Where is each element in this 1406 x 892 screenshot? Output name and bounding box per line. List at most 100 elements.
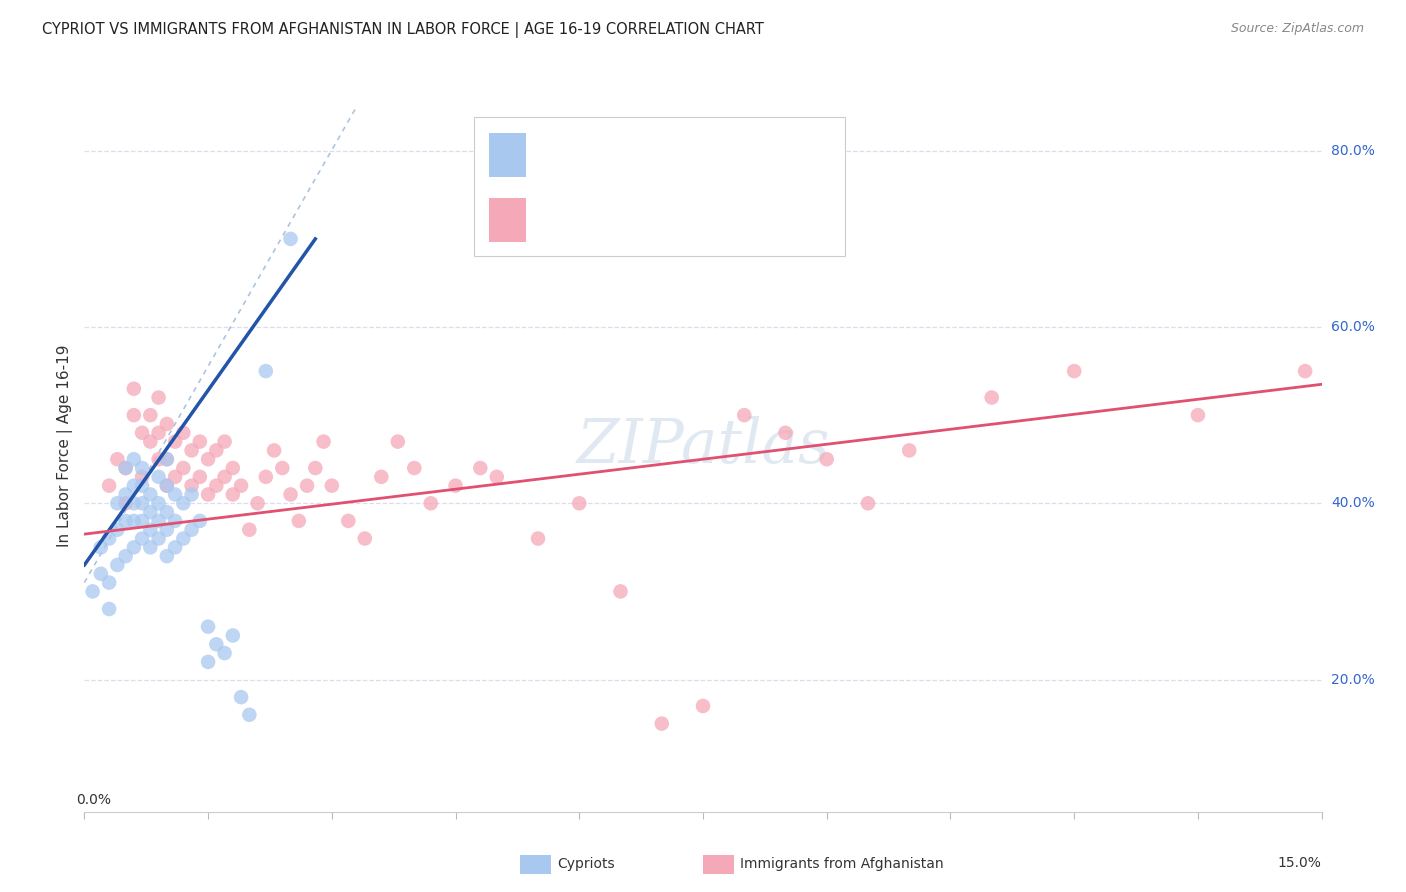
Point xyxy=(197,655,219,669)
Point xyxy=(568,496,591,510)
Point xyxy=(172,425,194,440)
Point xyxy=(419,496,441,510)
Point xyxy=(122,452,145,467)
Point xyxy=(114,461,136,475)
Point xyxy=(609,584,631,599)
Point xyxy=(254,470,277,484)
Point xyxy=(353,532,375,546)
Point xyxy=(733,408,755,422)
Point xyxy=(139,505,162,519)
Point xyxy=(1063,364,1085,378)
Point xyxy=(156,417,179,431)
Point xyxy=(214,470,236,484)
Text: 0.236: 0.236 xyxy=(588,211,641,229)
Text: ZIPatlas: ZIPatlas xyxy=(576,416,830,476)
Point xyxy=(148,514,170,528)
Text: N =: N = xyxy=(637,211,690,229)
Point xyxy=(131,532,153,546)
Text: 53: 53 xyxy=(709,145,733,163)
Point xyxy=(188,434,211,449)
Text: 20.0%: 20.0% xyxy=(1331,673,1375,687)
Text: R =: R = xyxy=(541,145,576,163)
Point xyxy=(1294,364,1316,378)
Text: 0.0%: 0.0% xyxy=(76,794,111,807)
Point xyxy=(105,496,128,510)
Point xyxy=(205,478,228,492)
Point xyxy=(148,452,170,467)
Point xyxy=(122,408,145,422)
Point xyxy=(156,505,179,519)
Point xyxy=(485,470,508,484)
Point xyxy=(172,532,194,546)
Point xyxy=(238,707,260,722)
Point xyxy=(321,478,343,492)
FancyBboxPatch shape xyxy=(474,117,845,256)
Text: 80.0%: 80.0% xyxy=(1331,144,1375,158)
Point xyxy=(114,487,136,501)
Point xyxy=(131,496,153,510)
Point xyxy=(98,602,121,616)
Point xyxy=(280,232,302,246)
Point xyxy=(165,487,187,501)
Point xyxy=(105,452,128,467)
Point xyxy=(156,452,179,467)
Point xyxy=(82,584,104,599)
Point xyxy=(131,425,153,440)
Point xyxy=(229,690,252,705)
Point xyxy=(90,566,112,581)
Point xyxy=(222,628,245,642)
Point xyxy=(148,532,170,546)
Text: 40.0%: 40.0% xyxy=(1331,496,1375,510)
Point xyxy=(122,514,145,528)
Point xyxy=(131,514,153,528)
Point xyxy=(246,496,269,510)
Text: Source: ZipAtlas.com: Source: ZipAtlas.com xyxy=(1230,22,1364,36)
Point xyxy=(263,443,285,458)
Text: 15.0%: 15.0% xyxy=(1278,855,1322,870)
Point xyxy=(651,716,673,731)
Point xyxy=(122,382,145,396)
Point xyxy=(148,425,170,440)
Point xyxy=(197,452,219,467)
Point xyxy=(180,478,202,492)
Point xyxy=(148,496,170,510)
Point xyxy=(156,549,179,563)
Point xyxy=(470,461,492,475)
Text: 60.0%: 60.0% xyxy=(1331,320,1375,334)
Point xyxy=(222,461,245,475)
Point xyxy=(180,443,202,458)
Point xyxy=(165,541,187,555)
Point xyxy=(98,478,121,492)
Point xyxy=(404,461,426,475)
Point xyxy=(898,443,921,458)
Point xyxy=(271,461,294,475)
Point xyxy=(131,461,153,475)
Point xyxy=(254,364,277,378)
Text: Cypriots: Cypriots xyxy=(557,857,614,871)
Point xyxy=(527,532,550,546)
Point xyxy=(172,496,194,510)
Point xyxy=(295,478,318,492)
Point xyxy=(288,514,311,528)
Point xyxy=(205,637,228,651)
Text: Immigrants from Afghanistan: Immigrants from Afghanistan xyxy=(740,857,943,871)
Text: 67: 67 xyxy=(709,211,733,229)
Point xyxy=(775,425,797,440)
Point xyxy=(139,487,162,501)
Point xyxy=(214,646,236,660)
Text: CYPRIOT VS IMMIGRANTS FROM AFGHANISTAN IN LABOR FORCE | AGE 16-19 CORRELATION CH: CYPRIOT VS IMMIGRANTS FROM AFGHANISTAN I… xyxy=(42,22,763,38)
Point xyxy=(856,496,879,510)
Point xyxy=(188,514,211,528)
Point xyxy=(165,514,187,528)
Point xyxy=(180,487,202,501)
Point xyxy=(148,391,170,405)
Point xyxy=(98,532,121,546)
Point xyxy=(205,443,228,458)
Point xyxy=(197,620,219,634)
Point xyxy=(692,698,714,713)
Point xyxy=(1187,408,1209,422)
Point xyxy=(188,470,211,484)
Point xyxy=(122,541,145,555)
Point xyxy=(444,478,467,492)
Point xyxy=(304,461,326,475)
